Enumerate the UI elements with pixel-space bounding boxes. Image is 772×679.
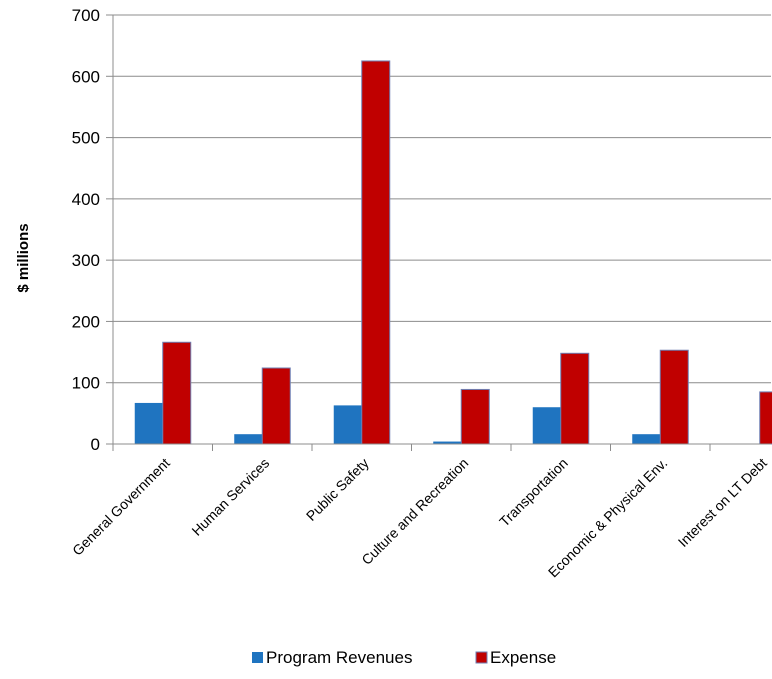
expense-bar bbox=[361, 60, 391, 445]
x-category-label: Economic & Physical Env. bbox=[545, 455, 671, 581]
expense-bar bbox=[560, 352, 590, 445]
x-category-label: Culture and Recreation bbox=[358, 455, 471, 568]
legend-label: Program Revenues bbox=[266, 648, 412, 667]
legend-label: Expense bbox=[490, 648, 556, 667]
expense-bar bbox=[162, 341, 192, 445]
legend: Program Revenues Expense bbox=[252, 648, 556, 667]
x-category-label: Public Safety bbox=[303, 455, 372, 524]
y-tick-label: 700 bbox=[72, 6, 100, 25]
revenue-bar bbox=[632, 434, 661, 444]
revenue-bar bbox=[333, 405, 362, 444]
y-tick-label: 600 bbox=[72, 67, 100, 86]
x-category-label: Interest on LT Debt bbox=[675, 455, 770, 550]
gridlines bbox=[113, 14, 771, 384]
y-tick-label: 500 bbox=[72, 129, 100, 148]
legend-swatch bbox=[252, 652, 263, 663]
x-category-label: Human Services bbox=[188, 455, 272, 539]
y-tick-label: 0 bbox=[91, 435, 100, 454]
revenue-bar bbox=[234, 434, 263, 444]
expense-bar bbox=[759, 391, 772, 445]
x-category-label: Transportation bbox=[496, 455, 571, 530]
expense-bar bbox=[261, 367, 291, 445]
revenue-bar bbox=[433, 441, 462, 444]
y-tick-label: 300 bbox=[72, 251, 100, 270]
revenue-bar bbox=[532, 407, 561, 444]
axes bbox=[112, 15, 771, 451]
x-category-label: General Government bbox=[69, 455, 173, 559]
bars bbox=[134, 60, 772, 445]
revenue-bar bbox=[134, 402, 163, 444]
expense-bar bbox=[659, 349, 689, 445]
y-tick-label: 400 bbox=[72, 190, 100, 209]
y-tick-label: 100 bbox=[72, 374, 100, 393]
y-tick-labels: 0 100 200 300 400 500 600 700 bbox=[72, 6, 113, 454]
y-tick-label: 200 bbox=[72, 312, 100, 331]
x-category-labels: General Government Human Services Public S… bbox=[69, 455, 770, 581]
expense-bar bbox=[460, 388, 490, 445]
y-axis-title: $ millions bbox=[15, 223, 32, 292]
legend-swatch bbox=[475, 651, 488, 664]
